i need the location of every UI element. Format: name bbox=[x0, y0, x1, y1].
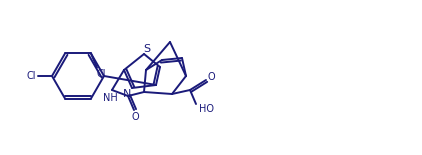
Text: HO: HO bbox=[198, 104, 214, 114]
Text: S: S bbox=[143, 44, 151, 54]
Text: Cl: Cl bbox=[26, 71, 36, 81]
Text: O: O bbox=[207, 72, 215, 82]
Text: N: N bbox=[123, 89, 131, 99]
Text: NH: NH bbox=[103, 93, 117, 103]
Text: Cl: Cl bbox=[96, 69, 106, 80]
Text: O: O bbox=[131, 112, 139, 122]
